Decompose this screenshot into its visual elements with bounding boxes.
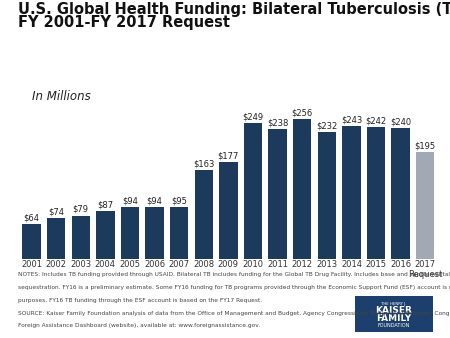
Bar	[72, 216, 90, 259]
Text: $74: $74	[48, 208, 64, 217]
Text: $94: $94	[147, 197, 162, 206]
Text: THE HENRY J.: THE HENRY J.	[381, 302, 407, 306]
Text: SOURCE: Kaiser Family Foundation analysis of data from the Office of Management : SOURCE: Kaiser Family Foundation analysi…	[18, 311, 450, 316]
Text: NOTES: Includes TB funding provided through USAID. Bilateral TB includes funding: NOTES: Includes TB funding provided thro…	[18, 272, 450, 277]
Text: $249: $249	[243, 113, 264, 121]
Text: U.S. Global Health Funding: Bilateral Tuberculosis (TB),: U.S. Global Health Funding: Bilateral Tu…	[18, 2, 450, 17]
Bar	[318, 132, 336, 259]
Bar	[121, 208, 139, 259]
Text: $79: $79	[73, 205, 89, 214]
Text: FOUNDATION: FOUNDATION	[378, 323, 410, 328]
Text: FAMILY: FAMILY	[376, 314, 412, 323]
Text: $256: $256	[292, 108, 313, 118]
Bar	[96, 211, 115, 259]
Bar	[342, 126, 360, 259]
Bar	[293, 119, 311, 259]
Text: In Millions: In Millions	[32, 90, 90, 102]
Text: $87: $87	[97, 200, 113, 210]
Bar	[47, 218, 65, 259]
Bar	[268, 129, 287, 259]
Text: $195: $195	[414, 142, 436, 151]
Text: sequestration. FY16 is a preliminary estimate. Some FY16 funding for TB programs: sequestration. FY16 is a preliminary est…	[18, 285, 450, 290]
Text: $94: $94	[122, 197, 138, 206]
Text: $243: $243	[341, 116, 362, 125]
Text: $240: $240	[390, 117, 411, 126]
Text: $95: $95	[171, 196, 187, 205]
Bar	[22, 224, 41, 259]
Bar	[367, 127, 385, 259]
Text: $242: $242	[365, 116, 387, 125]
Text: $238: $238	[267, 118, 288, 127]
Text: $177: $177	[218, 152, 239, 161]
Text: FY 2001-FY 2017 Request: FY 2001-FY 2017 Request	[18, 15, 230, 30]
Text: KAISER: KAISER	[376, 306, 412, 315]
Bar	[194, 170, 213, 259]
Bar	[170, 207, 189, 259]
Bar	[145, 208, 164, 259]
Text: $232: $232	[316, 122, 338, 131]
Bar	[392, 128, 410, 259]
Text: $163: $163	[193, 159, 215, 168]
Text: purposes, FY16 TB funding through the ESF account is based on the FY17 Request.: purposes, FY16 TB funding through the ES…	[18, 298, 262, 303]
Bar	[416, 152, 434, 259]
Text: $64: $64	[23, 213, 40, 222]
Bar	[219, 162, 238, 259]
Bar	[244, 123, 262, 259]
Text: Foreign Assistance Dashboard (website), available at: www.foreignassistance.gov.: Foreign Assistance Dashboard (website), …	[18, 323, 260, 329]
